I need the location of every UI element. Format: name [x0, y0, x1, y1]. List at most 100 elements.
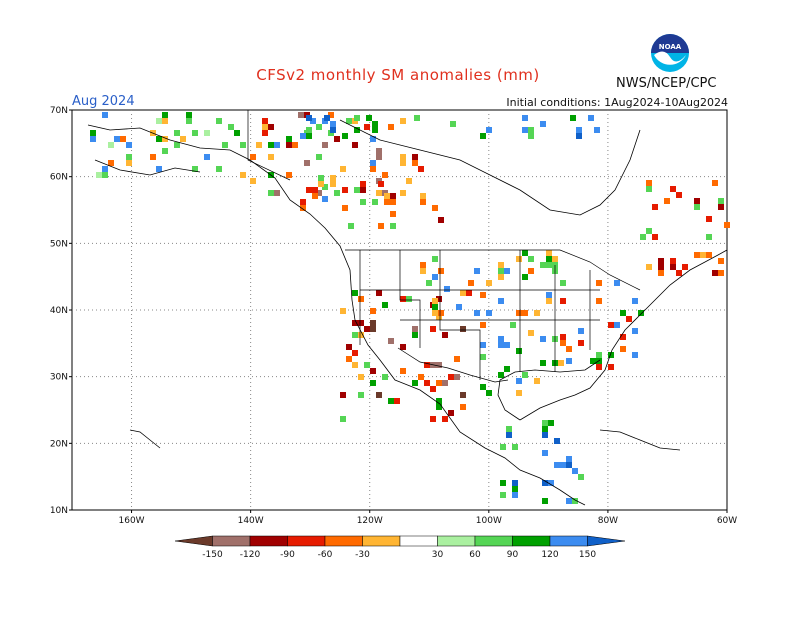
anomaly-cell: [486, 390, 492, 396]
anomaly-cell: [516, 256, 522, 262]
anomaly-cell: [318, 175, 324, 181]
anomaly-cell: [694, 198, 700, 204]
anomaly-cell: [180, 136, 186, 142]
anomaly-cell: [540, 262, 546, 268]
anomaly-cell: [576, 127, 582, 133]
anomaly-cell: [268, 124, 274, 130]
anomaly-cell: [414, 115, 420, 121]
anomaly-cell: [364, 326, 370, 332]
longitude-label: 60W: [717, 516, 737, 526]
anomaly-cell: [394, 398, 400, 404]
anomaly-cell: [542, 480, 548, 486]
anomaly-cell: [594, 127, 600, 133]
anomaly-cell: [376, 392, 382, 398]
anomaly-cell: [522, 250, 528, 256]
legend-swatch: [399, 535, 438, 547]
initial-conditions: Initial conditions: 1Aug2024-10Aug2024: [506, 96, 728, 109]
legend-swatch: [249, 535, 288, 547]
anomaly-cell: [322, 184, 328, 190]
anomaly-cell: [228, 124, 234, 130]
anomaly-cell: [430, 326, 436, 332]
anomaly-cell: [560, 334, 566, 340]
anomaly-cell: [334, 190, 340, 196]
anomaly-cell: [292, 142, 298, 148]
anomaly-cell: [438, 310, 444, 316]
anomaly-cell: [382, 302, 388, 308]
anomaly-cell: [694, 204, 700, 210]
anomaly-cell: [364, 362, 370, 368]
anomaly-cell: [108, 160, 114, 166]
anomaly-cell: [646, 186, 652, 192]
anomaly-cell: [268, 142, 274, 148]
anomaly-cell: [578, 340, 584, 346]
anomaly-cell: [432, 256, 438, 262]
anomaly-cell: [352, 290, 358, 296]
anomaly-cell: [352, 362, 358, 368]
latitude-label: 60N: [50, 173, 68, 183]
anomaly-cell: [682, 264, 688, 270]
anomaly-cell: [358, 296, 364, 302]
anomaly-cell: [126, 154, 132, 160]
anomaly-cell: [676, 192, 682, 198]
anomaly-cell: [560, 280, 566, 286]
anomaly-cell: [652, 204, 658, 210]
anomaly-cell: [400, 344, 406, 350]
anomaly-cell: [192, 130, 198, 136]
anomaly-cell: [512, 444, 518, 450]
anomaly-cell: [540, 336, 546, 342]
anomaly-cell: [426, 280, 432, 286]
anomaly-cell: [560, 340, 566, 346]
anomaly-cell: [474, 310, 480, 316]
anomaly-cell: [358, 374, 364, 380]
anomaly-cell: [436, 296, 442, 302]
anomaly-cell: [432, 274, 438, 280]
anomaly-cell: [126, 160, 132, 166]
anomaly-cell: [608, 352, 614, 358]
legend-label: 120: [541, 550, 558, 560]
anomaly-cell: [566, 346, 572, 352]
anomaly-cell: [664, 198, 670, 204]
anomaly-cell: [548, 420, 554, 426]
anomaly-cell: [504, 268, 510, 274]
anomaly-cell: [500, 444, 506, 450]
anomaly-cell: [528, 330, 534, 336]
anomaly-cell: [528, 127, 534, 133]
legend-swatch: [324, 535, 363, 547]
anomaly-cell: [274, 190, 280, 196]
anomaly-cell: [504, 366, 510, 372]
anomaly-cell: [448, 374, 454, 380]
anomaly-cell: [460, 392, 466, 398]
anomaly-cell: [560, 298, 566, 304]
anomaly-cell: [546, 298, 552, 304]
anomaly-cell: [700, 252, 706, 258]
anomaly-cell: [150, 154, 156, 160]
anomaly-cell: [718, 198, 724, 204]
legend-swatch: [549, 535, 588, 547]
anomaly-cell: [330, 175, 336, 181]
legend-swatch: [512, 535, 551, 547]
anomaly-cell: [286, 136, 292, 142]
anomaly-cell: [304, 160, 310, 166]
anomaly-cell: [342, 187, 348, 193]
legend-label: -90: [280, 550, 295, 560]
anomaly-cell: [506, 426, 512, 432]
anomaly-cell: [156, 166, 162, 172]
anomaly-cell: [328, 112, 334, 118]
anomaly-cell: [346, 356, 352, 362]
anomaly-cell: [566, 462, 572, 468]
anomaly-cell: [724, 222, 730, 228]
noaa-logo-icon: NOAA: [651, 34, 689, 72]
longitude-labels: 160W 140W 120W 100W 80W 60W: [119, 516, 738, 526]
legend-label: -150: [202, 550, 223, 560]
anomaly-cell: [406, 296, 412, 302]
anomaly-cell: [552, 256, 558, 262]
anomaly-cell: [162, 118, 168, 124]
anomaly-cell: [522, 127, 528, 133]
anomaly-cell: [372, 199, 378, 205]
anomaly-cell: [712, 180, 718, 186]
anomaly-cell: [498, 274, 504, 280]
anomaly-cell: [432, 205, 438, 211]
anomaly-cell: [542, 450, 548, 456]
anomaly-cell: [360, 181, 366, 187]
